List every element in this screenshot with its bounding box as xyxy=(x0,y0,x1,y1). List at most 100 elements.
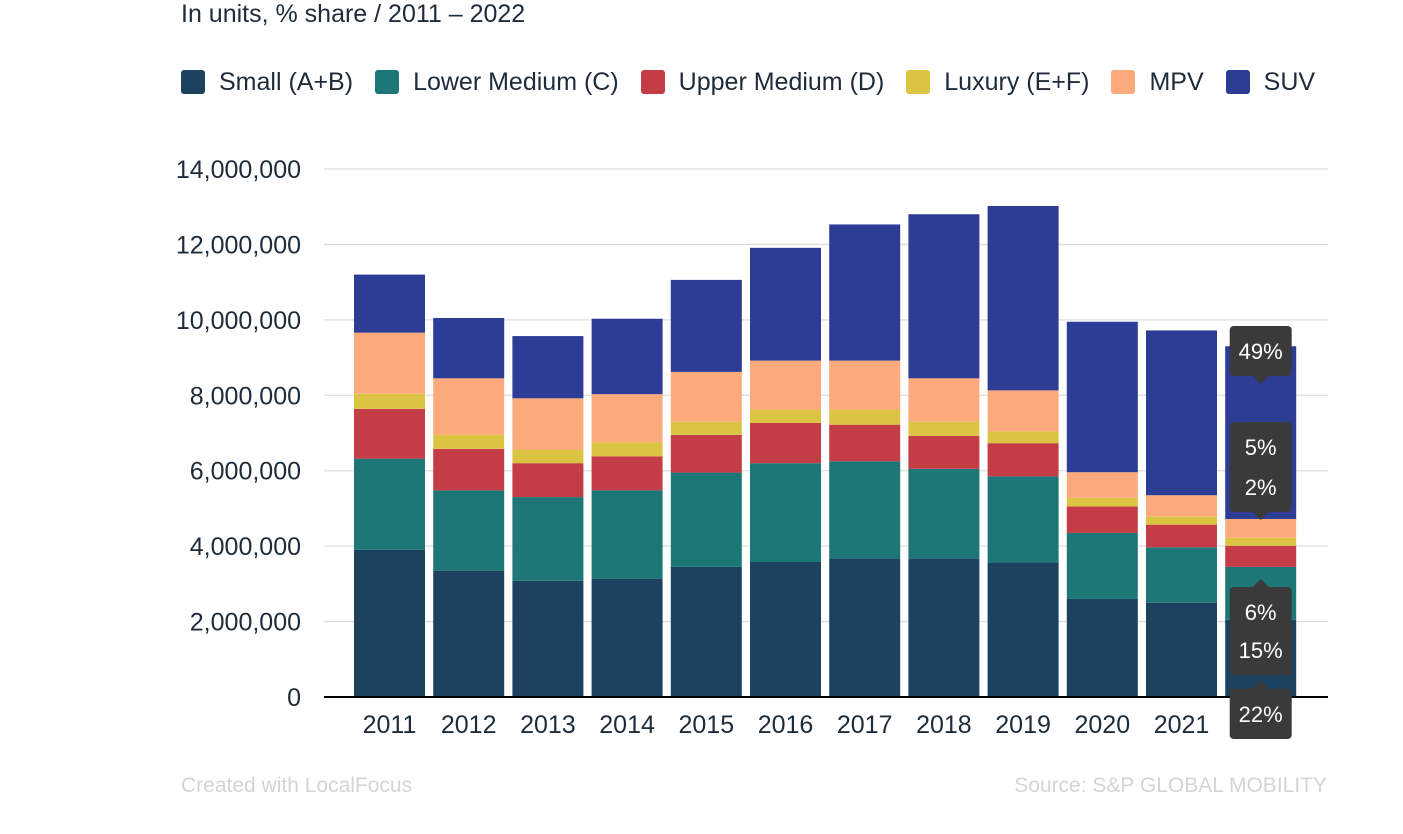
x-tick-label: 2021 xyxy=(1154,711,1210,739)
bar-suv-2012 xyxy=(433,317,505,379)
bar-mpv-2013 xyxy=(512,398,584,450)
bar-luxury-e-f-2022 xyxy=(1225,537,1297,546)
legend-item-luxury-e-f: Luxury (E+F) xyxy=(906,68,1089,97)
bar-luxury-e-f-2020 xyxy=(1066,497,1138,507)
x-tick-label: 2012 xyxy=(441,711,497,739)
credit-text: Created with LocalFocus xyxy=(181,774,413,797)
bar-lower-medium-c-2011 xyxy=(354,458,425,550)
x-tick-label: 2015 xyxy=(678,711,734,739)
legend-label: Luxury (E+F) xyxy=(944,67,1090,96)
annotation-pointer xyxy=(1252,579,1269,587)
x-tick-label: 2016 xyxy=(758,711,814,739)
y-tick-label: 4,000,000 xyxy=(190,533,301,561)
annotation-pointer xyxy=(1252,512,1269,520)
legend-swatch xyxy=(1225,70,1250,94)
bar-luxury-e-f-2013 xyxy=(512,449,584,464)
bar-luxury-e-f-2016 xyxy=(750,409,821,423)
bar-lower-medium-c-2015 xyxy=(670,472,742,567)
bar-mpv-2018 xyxy=(908,378,980,422)
bar-luxury-e-f-2019 xyxy=(987,431,1059,444)
bar-upper-medium-d-2012 xyxy=(433,448,505,491)
bar-luxury-e-f-2015 xyxy=(670,421,742,435)
bar-mpv-2014 xyxy=(591,394,663,443)
bar-suv-2019 xyxy=(987,205,1059,391)
source-text: Source: S&P GLOBAL MOBILITY xyxy=(1014,774,1327,797)
legend-item-small-a-b: Small (A+B) xyxy=(181,68,353,97)
legend-swatch xyxy=(1111,70,1136,94)
legend-label: Lower Medium (C) xyxy=(413,67,619,96)
bar-small-a-b-2017 xyxy=(829,558,901,697)
chart-legend: Small (A+B) Lower Medium (C) Upper Medium … xyxy=(181,66,1337,98)
annotation-lower-medium-c: 15% xyxy=(1229,625,1292,675)
legend-label: Small (A+B) xyxy=(219,67,354,96)
bar-small-a-b-2020 xyxy=(1066,598,1138,697)
bar-small-a-b-2011 xyxy=(354,549,425,697)
chart-subtitle: In units, % share / 2011 – 2022 xyxy=(181,0,526,28)
bar-suv-2017 xyxy=(829,224,901,361)
bar-small-a-b-2018 xyxy=(908,558,980,697)
bar-mpv-2012 xyxy=(433,378,505,435)
bar-mpv-2019 xyxy=(987,390,1059,432)
legend-swatch xyxy=(640,70,665,94)
x-tick-label: 2013 xyxy=(520,711,576,739)
bar-upper-medium-d-2019 xyxy=(987,443,1059,477)
y-tick-label: 10,000,000 xyxy=(176,307,301,335)
legend-label: Upper Medium (D) xyxy=(678,67,885,96)
bar-small-a-b-2019 xyxy=(987,562,1059,697)
bar-small-a-b-2016 xyxy=(750,561,821,697)
bar-upper-medium-d-2018 xyxy=(908,436,980,469)
bar-upper-medium-d-2016 xyxy=(750,422,821,464)
x-tick-label: 2020 xyxy=(1074,711,1130,739)
bar-luxury-e-f-2018 xyxy=(908,421,980,437)
bar-lower-medium-c-2021 xyxy=(1146,547,1217,603)
legend-swatch xyxy=(375,70,400,94)
bar-lower-medium-c-2018 xyxy=(908,468,980,559)
annotation-label: 15% xyxy=(1239,638,1283,663)
y-tick-label: 2,000,000 xyxy=(190,609,301,637)
x-tick-label: 2017 xyxy=(837,711,893,739)
bar-suv-2016 xyxy=(750,247,821,361)
bar-suv-2014 xyxy=(591,318,663,395)
annotation-box xyxy=(1229,689,1292,739)
annotation-luxury-e-f: 2% xyxy=(1229,462,1292,520)
bar-upper-medium-d-2014 xyxy=(591,456,663,491)
legend-swatch xyxy=(906,70,931,94)
bar-mpv-2020 xyxy=(1066,472,1138,498)
bar-upper-medium-d-2020 xyxy=(1066,506,1138,533)
bar-lower-medium-c-2019 xyxy=(987,476,1059,563)
x-tick-label: 2014 xyxy=(599,711,655,739)
bar-luxury-e-f-2012 xyxy=(433,434,505,449)
bar-mpv-2016 xyxy=(750,360,821,410)
annotation-upper-medium-d: 6% xyxy=(1229,579,1292,637)
annotation-box xyxy=(1229,462,1292,512)
bar-mpv-2015 xyxy=(670,371,742,422)
bar-suv-2021 xyxy=(1146,330,1217,496)
bar-lower-medium-c-2017 xyxy=(829,461,901,559)
legend-item-upper-medium-d: Upper Medium (D) xyxy=(640,67,885,97)
bar-luxury-e-f-2011 xyxy=(354,393,425,409)
y-tick-label: 12,000,000 xyxy=(176,231,301,259)
annotation-box xyxy=(1229,422,1292,472)
bar-lower-medium-c-2013 xyxy=(512,497,584,581)
bar-upper-medium-d-2011 xyxy=(354,408,425,459)
bar-small-a-b-2013 xyxy=(512,580,584,697)
bar-mpv-2017 xyxy=(829,360,901,410)
y-tick-label: 6,000,000 xyxy=(190,458,301,486)
bar-mpv-2022 xyxy=(1225,518,1297,538)
annotation-label: 5% xyxy=(1245,435,1277,460)
bar-lower-medium-c-2014 xyxy=(591,490,663,579)
bar-luxury-e-f-2014 xyxy=(591,442,663,457)
annotation-mpv: 5% xyxy=(1229,422,1292,472)
bar-suv-2018 xyxy=(908,214,980,379)
bar-mpv-2011 xyxy=(354,332,425,394)
bar-upper-medium-d-2022 xyxy=(1225,545,1297,567)
bar-small-a-b-2015 xyxy=(670,566,742,697)
bar-upper-medium-d-2021 xyxy=(1146,524,1217,548)
annotation-pointer xyxy=(1252,681,1269,689)
annotation-label: 2% xyxy=(1245,475,1277,500)
bar-suv-2020 xyxy=(1066,321,1138,473)
x-tick-label: 2019 xyxy=(995,711,1051,739)
bar-upper-medium-d-2017 xyxy=(829,424,901,462)
annotation-suv: 49% xyxy=(1229,326,1292,384)
